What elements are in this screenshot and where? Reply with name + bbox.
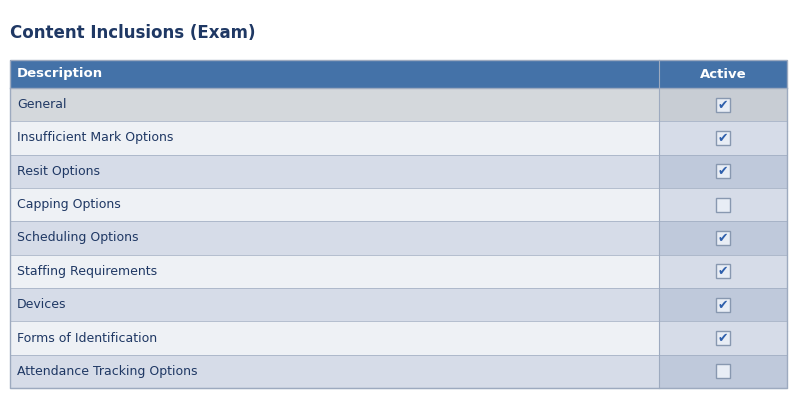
Bar: [659, 88, 787, 121]
Text: Scheduling Options: Scheduling Options: [17, 231, 139, 244]
Text: Insufficient Mark Options: Insufficient Mark Options: [17, 132, 174, 145]
Text: ✔: ✔: [717, 132, 728, 145]
Text: Forms of Identification: Forms of Identification: [17, 332, 157, 345]
Bar: [716, 298, 730, 312]
Bar: [716, 164, 730, 178]
Text: Description: Description: [17, 68, 103, 81]
Text: ✔: ✔: [717, 332, 728, 345]
Text: Capping Options: Capping Options: [17, 198, 121, 211]
Bar: [10, 121, 659, 155]
Bar: [716, 231, 730, 245]
Text: Devices: Devices: [17, 298, 66, 311]
Text: Content Inclusions (Exam): Content Inclusions (Exam): [10, 24, 256, 42]
Bar: [716, 98, 730, 112]
Bar: [10, 321, 659, 354]
Bar: [659, 288, 787, 321]
Bar: [10, 354, 659, 388]
Bar: [10, 155, 659, 188]
Text: Staffing Requirements: Staffing Requirements: [17, 265, 157, 278]
Bar: [716, 331, 730, 345]
Text: ✔: ✔: [717, 265, 728, 278]
Text: ✔: ✔: [717, 232, 728, 245]
Bar: [659, 221, 787, 255]
Bar: [10, 60, 787, 88]
Bar: [659, 321, 787, 354]
Bar: [10, 221, 659, 255]
Text: General: General: [17, 98, 66, 111]
Bar: [659, 255, 787, 288]
Bar: [10, 188, 659, 221]
Bar: [716, 131, 730, 145]
Text: Attendance Tracking Options: Attendance Tracking Options: [17, 365, 198, 378]
Text: Resit Options: Resit Options: [17, 165, 100, 178]
Bar: [10, 288, 659, 321]
Bar: [659, 188, 787, 221]
Bar: [659, 121, 787, 155]
Text: ✔: ✔: [717, 165, 728, 178]
Bar: [10, 88, 659, 121]
Bar: [716, 198, 730, 212]
Text: ✔: ✔: [717, 99, 728, 112]
Bar: [659, 354, 787, 388]
Bar: [659, 155, 787, 188]
Bar: [716, 364, 730, 378]
Bar: [716, 264, 730, 278]
Bar: [10, 255, 659, 288]
Text: ✔: ✔: [717, 299, 728, 312]
Text: Active: Active: [700, 68, 746, 81]
Bar: [10, 60, 787, 388]
